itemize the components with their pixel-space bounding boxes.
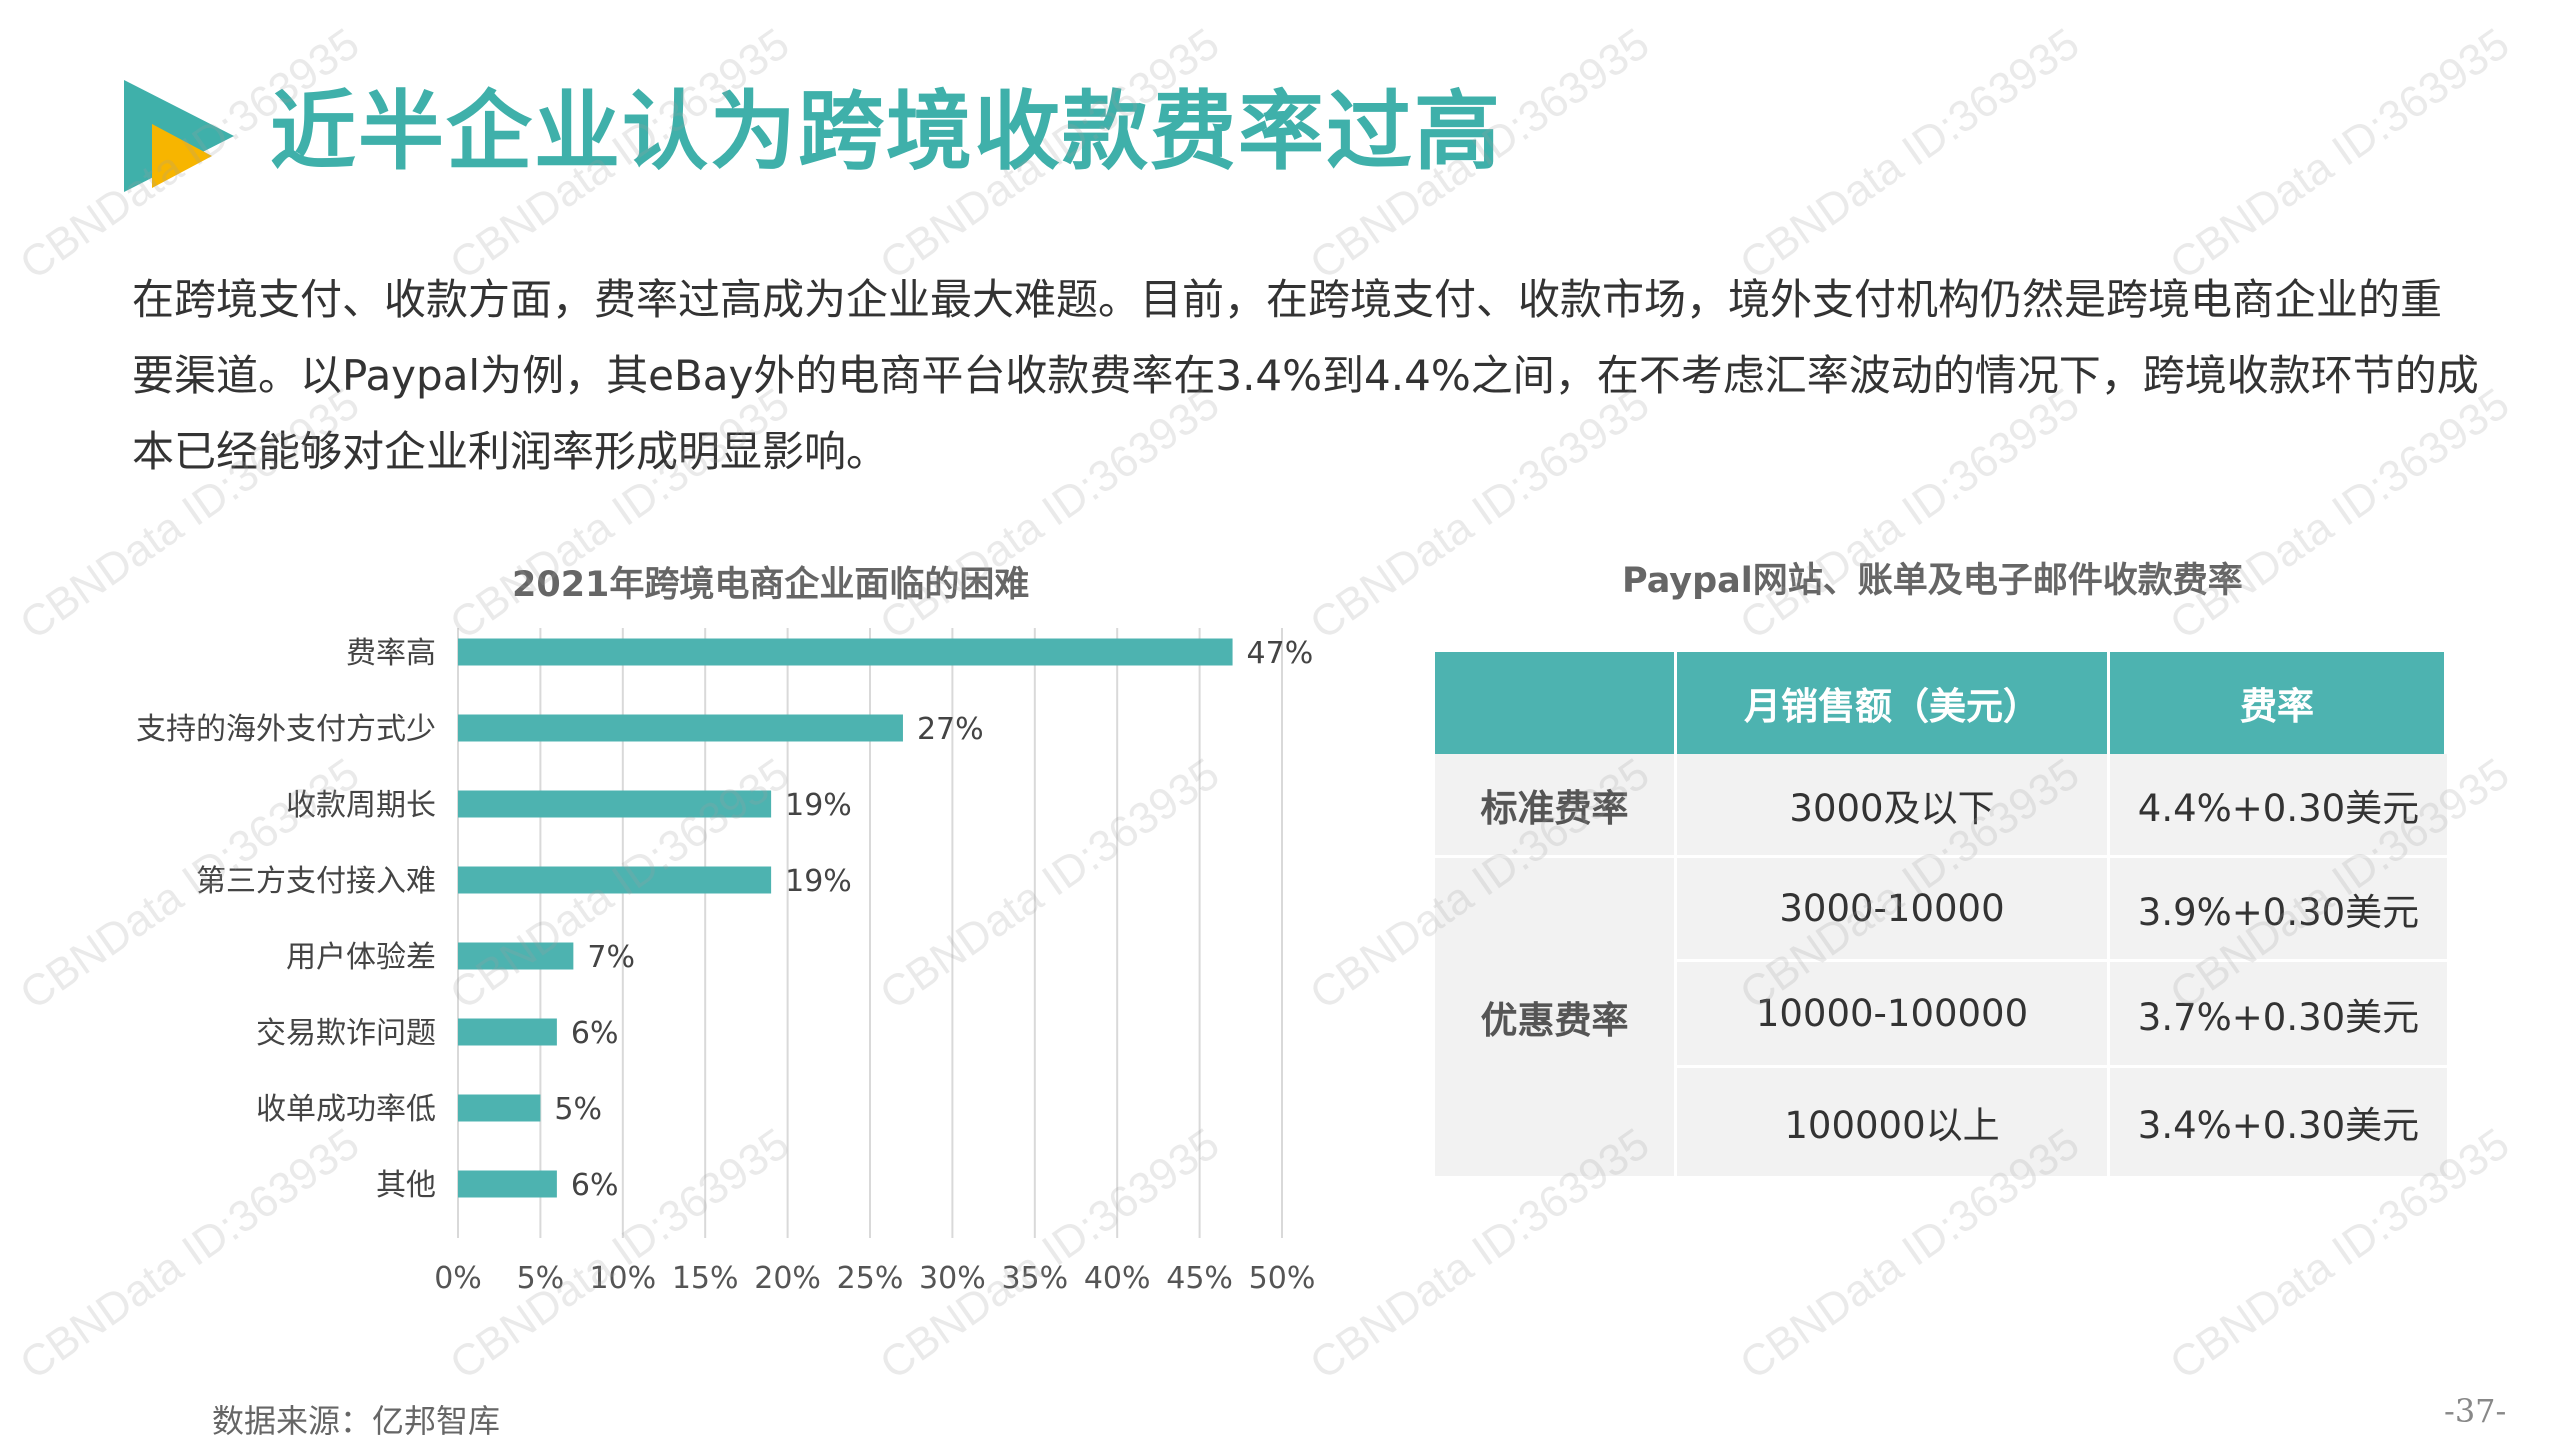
table-cell-sales: 100000以上 bbox=[1677, 1068, 2110, 1176]
category-label: 费率高 bbox=[346, 636, 436, 671]
data-label: 19% bbox=[785, 788, 852, 823]
intro-line: 要渠道。以Paypal为例，其eBay外的电商平台收款费率在3.4%到4.4%之… bbox=[132, 351, 2479, 400]
table-cell-rate: 4.4%+0.30美元 bbox=[2110, 754, 2447, 858]
category-label: 收单成功率低 bbox=[256, 1092, 436, 1127]
x-tick-label: 30% bbox=[919, 1261, 986, 1296]
table-cell-sales: 3000及以下 bbox=[1677, 754, 2110, 858]
row-label-standard: 标准费率 bbox=[1435, 754, 1677, 858]
x-tick-label: 10% bbox=[589, 1261, 656, 1296]
x-tick-label: 35% bbox=[1001, 1261, 1068, 1296]
data-label: 47% bbox=[1247, 636, 1314, 671]
table-header-sales: 月销售额（美元） bbox=[1677, 652, 2110, 754]
category-label: 用户体验差 bbox=[286, 940, 436, 975]
bar bbox=[458, 1018, 557, 1046]
category-label: 第三方支付接入难 bbox=[196, 864, 436, 899]
table-cell-rate: 3.7%+0.30美元 bbox=[2110, 962, 2447, 1068]
bar bbox=[458, 1094, 541, 1122]
watermark-text: CBNData ID:363935 bbox=[2161, 18, 2519, 290]
category-label: 支持的海外支付方式少 bbox=[136, 712, 436, 747]
category-label: 交易欺诈问题 bbox=[256, 1016, 436, 1051]
bar-chart: 0% 5% 10% 15% 20% 25% 30% 35% 40% 45% 50% 费率高 47% 支持的… bbox=[136, 628, 1316, 1296]
bar bbox=[458, 638, 1233, 666]
intro-line: 在跨境支付、收款方面，费率过高成为企业最大难题。目前，在跨境支付、收款市场，境外… bbox=[132, 275, 2443, 324]
x-tick-label: 0% bbox=[434, 1261, 482, 1296]
page-title: 近半企业认为跨境收款费率过高 bbox=[270, 82, 1502, 182]
data-label: 6% bbox=[571, 1168, 619, 1203]
page-number: -37- bbox=[2444, 1392, 2507, 1430]
row-label-discount: 优惠费率 bbox=[1435, 858, 1677, 1176]
x-tick-label: 50% bbox=[1249, 1261, 1316, 1296]
data-label: 5% bbox=[554, 1092, 602, 1127]
table-title: Paypal网站、账单及电子邮件收款费率 bbox=[1622, 561, 2243, 601]
intro-line: 本已经能够对企业利润率形成明显影响。 bbox=[132, 427, 889, 476]
x-tick-label: 20% bbox=[754, 1261, 821, 1296]
x-tick-label: 25% bbox=[837, 1261, 904, 1296]
bar bbox=[458, 714, 903, 742]
bar bbox=[458, 1170, 557, 1198]
data-label: 6% bbox=[571, 1016, 619, 1051]
x-tick-label: 15% bbox=[672, 1261, 739, 1296]
data-label: 7% bbox=[587, 940, 635, 975]
bar bbox=[458, 790, 772, 818]
data-label: 27% bbox=[917, 712, 984, 747]
intro-paragraph: 在跨境支付、收款方面，费率过高成为企业最大难题。目前，在跨境支付、收款市场，境外… bbox=[132, 262, 2479, 490]
bar bbox=[458, 866, 772, 894]
data-source: 数据来源：亿邦智库 bbox=[212, 1402, 501, 1440]
x-tick-label: 40% bbox=[1084, 1261, 1151, 1296]
category-label: 其他 bbox=[376, 1168, 436, 1203]
fee-rate-table: 月销售额（美元） 费率 标准费率 3000及以下 4.4%+0.30美元 优惠费… bbox=[1435, 652, 2447, 1176]
chart-title: 2021年跨境电商企业面临的困难 bbox=[512, 565, 1030, 605]
category-label: 收款周期长 bbox=[286, 788, 436, 823]
data-label: 19% bbox=[785, 864, 852, 899]
table-cell-sales: 10000-100000 bbox=[1677, 962, 2110, 1068]
table-header-empty bbox=[1435, 652, 1677, 754]
x-tick-label: 45% bbox=[1166, 1261, 1233, 1296]
table-cell-rate: 3.9%+0.30美元 bbox=[2110, 858, 2447, 962]
play-logo-icon bbox=[124, 80, 234, 192]
table-cell-rate: 3.4%+0.30美元 bbox=[2110, 1068, 2447, 1176]
table-header-rate: 费率 bbox=[2110, 652, 2447, 754]
watermark-text: CBNData ID:363935 bbox=[1731, 18, 2089, 290]
x-tick-label: 5% bbox=[517, 1261, 565, 1296]
table-cell-sales: 3000-10000 bbox=[1677, 858, 2110, 962]
bar bbox=[458, 942, 574, 970]
